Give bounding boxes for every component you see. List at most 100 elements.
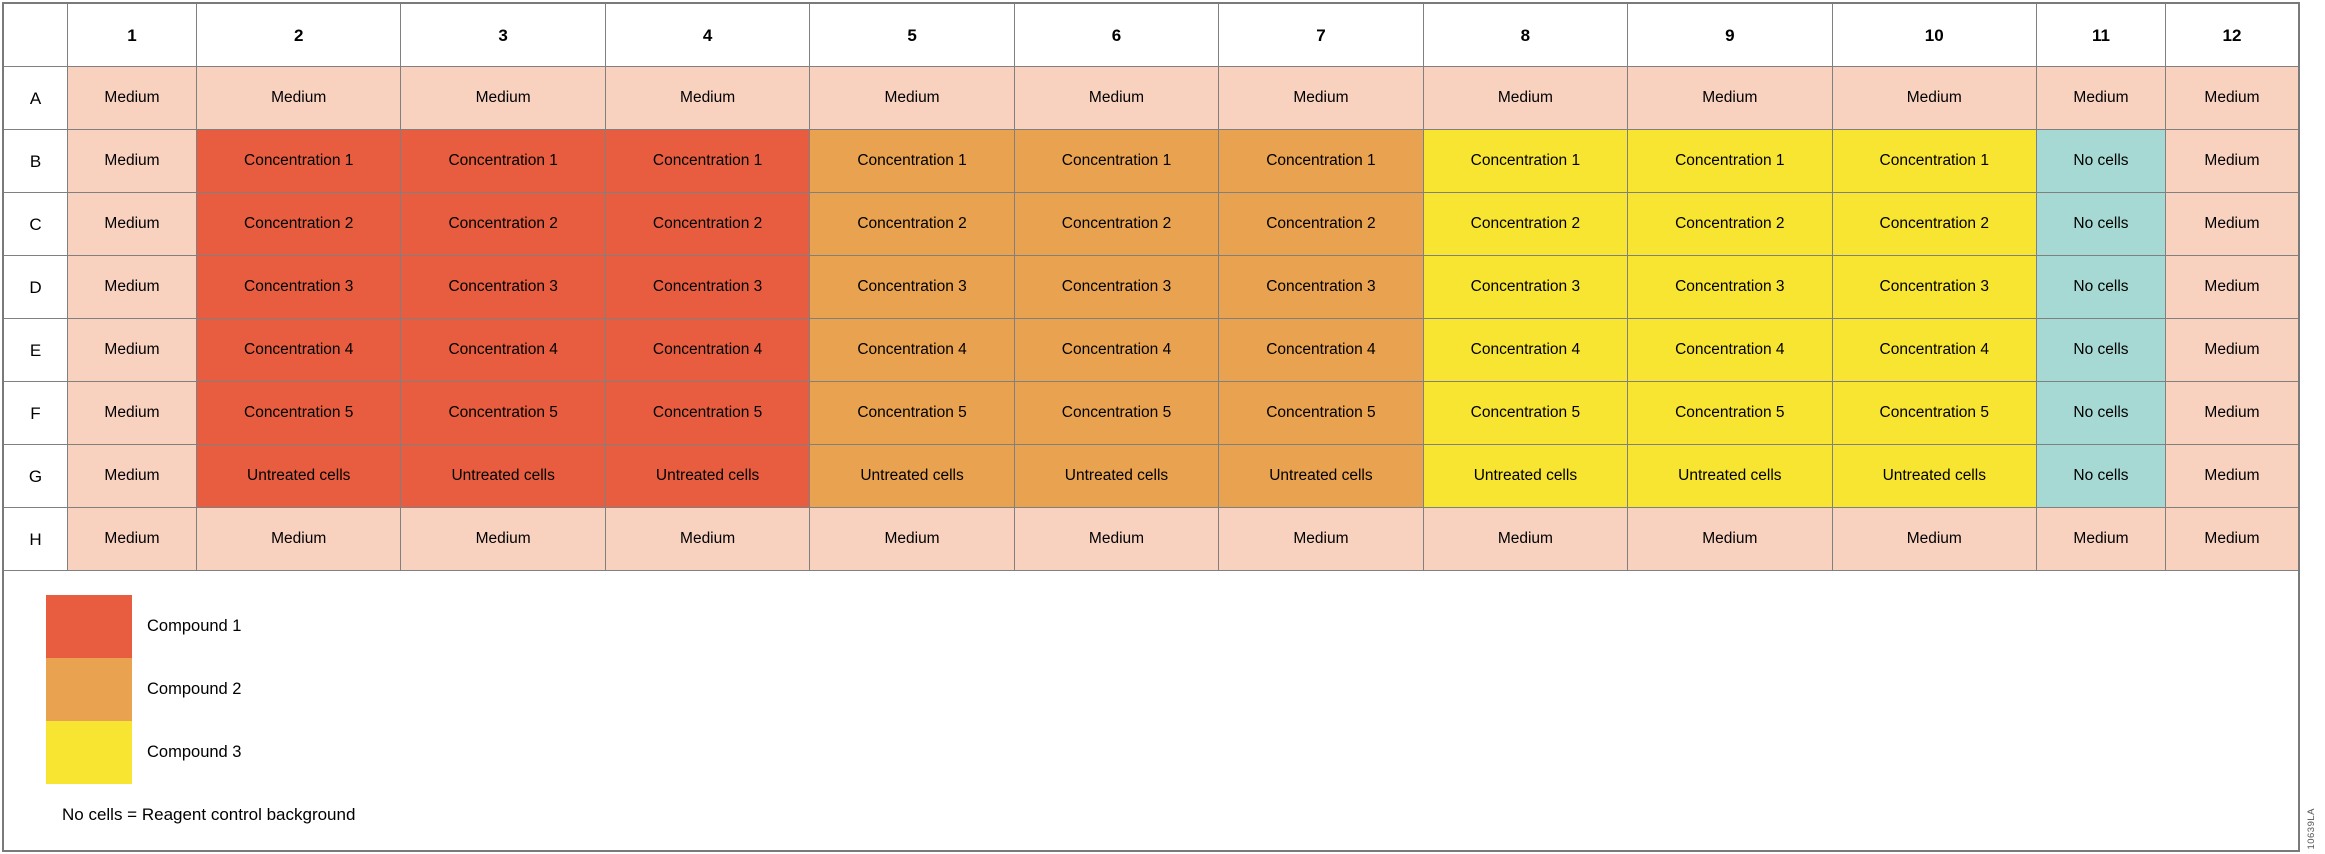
legend: Compound 1 Compound 2 Compound 3 No cells … bbox=[4, 571, 2298, 850]
legend-swatch-compound2 bbox=[46, 658, 132, 721]
well-D12: Medium bbox=[2165, 256, 2298, 319]
well-F5: Concentration 5 bbox=[810, 382, 1015, 445]
well-E11: No cells bbox=[2036, 319, 2166, 382]
well-B4: Concentration 1 bbox=[605, 130, 811, 193]
well-H12: Medium bbox=[2165, 508, 2298, 571]
well-C8: Concentration 2 bbox=[1423, 193, 1629, 256]
well-E12: Medium bbox=[2165, 319, 2298, 382]
column-header-6: 6 bbox=[1014, 4, 1220, 67]
well-H7: Medium bbox=[1219, 508, 1424, 571]
well-C5: Concentration 2 bbox=[810, 193, 1015, 256]
well-G12: Medium bbox=[2165, 445, 2298, 508]
well-A2: Medium bbox=[197, 67, 402, 130]
well-F10: Concentration 5 bbox=[1832, 382, 2037, 445]
well-H9: Medium bbox=[1628, 508, 1833, 571]
well-A8: Medium bbox=[1423, 67, 1629, 130]
well-C4: Concentration 2 bbox=[605, 193, 811, 256]
well-D2: Concentration 3 bbox=[197, 256, 402, 319]
well-G11: No cells bbox=[2036, 445, 2166, 508]
well-G6: Untreated cells bbox=[1014, 445, 1220, 508]
well-A1: Medium bbox=[68, 67, 197, 130]
well-B10: Concentration 1 bbox=[1832, 130, 2037, 193]
legend-label-2: Compound 2 bbox=[147, 680, 242, 698]
well-F7: Concentration 5 bbox=[1219, 382, 1424, 445]
well-C1: Medium bbox=[68, 193, 197, 256]
well-E10: Concentration 4 bbox=[1832, 319, 2037, 382]
row-label-F: F bbox=[4, 382, 68, 445]
legend-swatch-compound3 bbox=[46, 721, 132, 784]
well-G10: Untreated cells bbox=[1832, 445, 2037, 508]
column-header-3: 3 bbox=[401, 4, 606, 67]
row-label-C: C bbox=[4, 193, 68, 256]
well-F1: Medium bbox=[68, 382, 197, 445]
column-header-9: 9 bbox=[1628, 4, 1833, 67]
well-D6: Concentration 3 bbox=[1014, 256, 1220, 319]
corner-cell bbox=[4, 4, 68, 67]
well-E2: Concentration 4 bbox=[197, 319, 402, 382]
row-label-E: E bbox=[4, 319, 68, 382]
well-A7: Medium bbox=[1219, 67, 1424, 130]
well-H11: Medium bbox=[2036, 508, 2166, 571]
well-C7: Concentration 2 bbox=[1219, 193, 1424, 256]
well-E9: Concentration 4 bbox=[1628, 319, 1833, 382]
well-B3: Concentration 1 bbox=[401, 130, 606, 193]
well-D7: Concentration 3 bbox=[1219, 256, 1424, 319]
well-E1: Medium bbox=[68, 319, 197, 382]
well-C9: Concentration 2 bbox=[1628, 193, 1833, 256]
well-E4: Concentration 4 bbox=[605, 319, 811, 382]
column-header-2: 2 bbox=[197, 4, 402, 67]
well-B8: Concentration 1 bbox=[1423, 130, 1629, 193]
legend-label-1: Compound 1 bbox=[147, 617, 242, 635]
well-H2: Medium bbox=[197, 508, 402, 571]
well-D9: Concentration 3 bbox=[1628, 256, 1833, 319]
row-label-D: D bbox=[4, 256, 68, 319]
well-F11: No cells bbox=[2036, 382, 2166, 445]
well-G1: Medium bbox=[68, 445, 197, 508]
well-B6: Concentration 1 bbox=[1014, 130, 1220, 193]
well-C6: Concentration 2 bbox=[1014, 193, 1220, 256]
well-A9: Medium bbox=[1628, 67, 1833, 130]
well-F3: Concentration 5 bbox=[401, 382, 606, 445]
well-F12: Medium bbox=[2165, 382, 2298, 445]
well-D8: Concentration 3 bbox=[1423, 256, 1629, 319]
well-C2: Concentration 2 bbox=[197, 193, 402, 256]
well-B2: Concentration 1 bbox=[197, 130, 402, 193]
well-F9: Concentration 5 bbox=[1628, 382, 1833, 445]
well-C3: Concentration 2 bbox=[401, 193, 606, 256]
well-G2: Untreated cells bbox=[197, 445, 402, 508]
well-E8: Concentration 4 bbox=[1423, 319, 1629, 382]
well-E5: Concentration 4 bbox=[810, 319, 1015, 382]
legend-label-3: Compound 3 bbox=[147, 743, 242, 761]
well-H4: Medium bbox=[605, 508, 811, 571]
watermark-code: 10639LA bbox=[2306, 808, 2317, 850]
well-F6: Concentration 5 bbox=[1014, 382, 1220, 445]
column-header-4: 4 bbox=[605, 4, 811, 67]
well-F2: Concentration 5 bbox=[197, 382, 402, 445]
plate-grid: 1 2 3 4 5 6 7 8 9 10 11 12 A Medium Medium Medium Medium… bbox=[4, 4, 2298, 571]
well-E3: Concentration 4 bbox=[401, 319, 606, 382]
well-F8: Concentration 5 bbox=[1423, 382, 1629, 445]
legend-item-1: Compound 1 bbox=[46, 595, 241, 658]
well-H1: Medium bbox=[68, 508, 197, 571]
well-G3: Untreated cells bbox=[401, 445, 606, 508]
well-A6: Medium bbox=[1014, 67, 1220, 130]
column-header-7: 7 bbox=[1219, 4, 1424, 67]
well-B5: Concentration 1 bbox=[810, 130, 1015, 193]
well-A4: Medium bbox=[605, 67, 811, 130]
well-D5: Concentration 3 bbox=[810, 256, 1015, 319]
well-B9: Concentration 1 bbox=[1628, 130, 1833, 193]
well-A5: Medium bbox=[810, 67, 1015, 130]
row-label-A: A bbox=[4, 67, 68, 130]
column-header-8: 8 bbox=[1423, 4, 1629, 67]
well-D10: Concentration 3 bbox=[1832, 256, 2037, 319]
well-G7: Untreated cells bbox=[1219, 445, 1424, 508]
well-G8: Untreated cells bbox=[1423, 445, 1629, 508]
well-D3: Concentration 3 bbox=[401, 256, 606, 319]
well-B12: Medium bbox=[2165, 130, 2298, 193]
well-A11: Medium bbox=[2036, 67, 2166, 130]
well-B11: No cells bbox=[2036, 130, 2166, 193]
well-C10: Concentration 2 bbox=[1832, 193, 2037, 256]
well-D4: Concentration 3 bbox=[605, 256, 811, 319]
well-G9: Untreated cells bbox=[1628, 445, 1833, 508]
